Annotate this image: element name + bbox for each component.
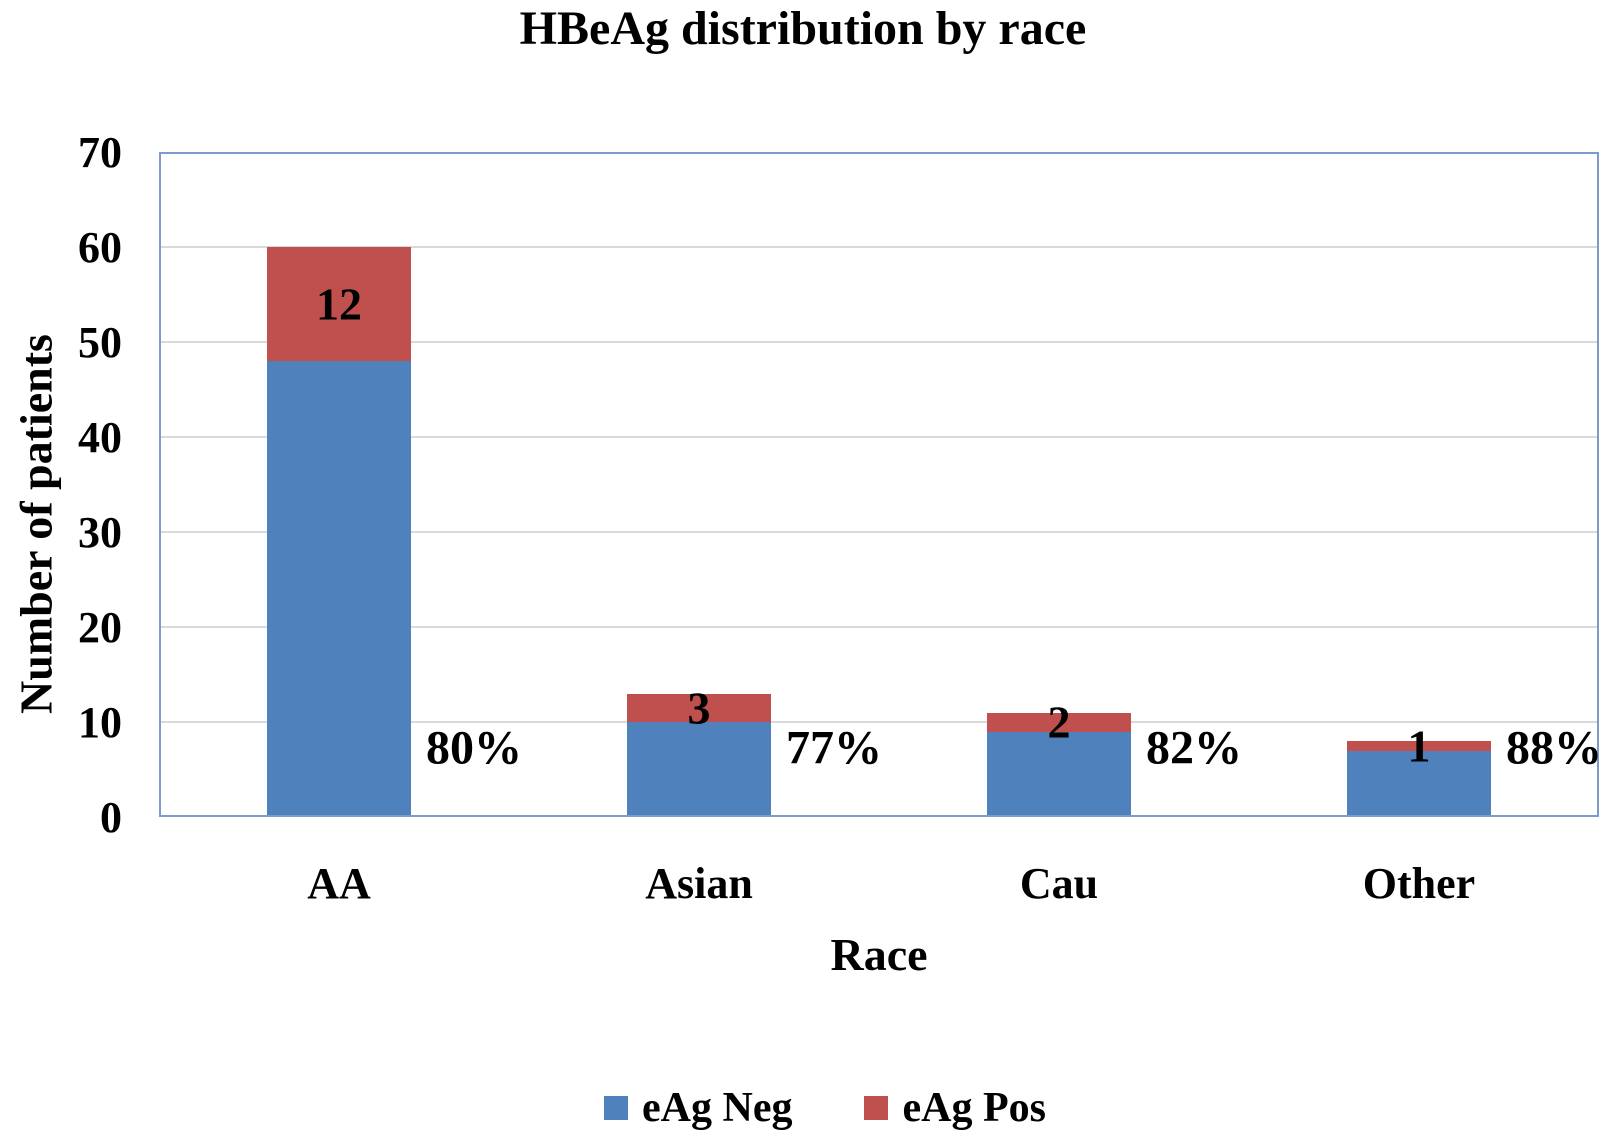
gridline-50	[159, 341, 1599, 343]
bar-segment-eag-pos-aa	[267, 247, 411, 361]
x-category-label-other: Other	[1362, 859, 1476, 908]
bar-segment-eag-pos-asian	[627, 693, 771, 722]
bar-segment-eag-neg-other	[1347, 750, 1491, 817]
y-tick-label-10: 10	[78, 698, 122, 747]
neg-pct-label-asian: 77%	[786, 721, 882, 775]
x-category-label-asian: Asian	[645, 859, 753, 908]
gridline-40	[159, 436, 1599, 438]
neg-pct-label-other: 88%	[1506, 721, 1602, 775]
neg-pct-label-aa: 80%	[426, 721, 522, 775]
y-tick-label-60: 60	[78, 223, 122, 272]
bar-segment-eag-pos-cau	[987, 712, 1131, 732]
legend-item-eag-pos: eAg Pos	[864, 1084, 1046, 1132]
bar-segment-eag-neg-asian	[627, 722, 771, 817]
pos-count-label-aa: 12	[316, 278, 362, 330]
x-category-label-cau: Cau	[1019, 859, 1099, 908]
bar-segment-eag-neg-cau	[987, 731, 1131, 817]
y-axis-tick-labels: 0 10 20 30 40 50 60 70	[0, 129, 122, 842]
gridline-20	[159, 626, 1599, 628]
pos-count-label-asian: 3	[687, 682, 711, 734]
y-tick-label-50: 50	[78, 318, 122, 367]
legend-label-eag-pos: eAg Pos	[902, 1085, 1046, 1131]
neg-pct-label-cau: 82%	[1146, 721, 1242, 775]
gridline-60	[159, 246, 1599, 248]
pos-count-label-cau: 2	[1047, 696, 1071, 748]
x-axis-title: Race	[830, 929, 928, 980]
gridline-30	[159, 531, 1599, 533]
y-tick-label-30: 30	[78, 508, 122, 557]
legend-swatch-eag-pos	[864, 1096, 889, 1120]
x-axis-category-labels: AA Asian Cau Other	[159, 858, 1599, 910]
chart-title: HBeAg distribution by race	[519, 2, 1087, 55]
legend-label-eag-neg: eAg Neg	[642, 1085, 793, 1131]
bar-segment-eag-pos-other	[1347, 741, 1491, 751]
pos-count-label-other: 1	[1407, 720, 1431, 772]
legend-swatch-eag-neg	[604, 1096, 629, 1120]
y-tick-label-70: 70	[78, 128, 122, 177]
legend: eAg Neg eAg Pos	[22, 1084, 1606, 1132]
plot-area: 12 80% 3 77% 2 82% 1 88%	[159, 152, 1602, 817]
y-tick-label-20: 20	[78, 603, 122, 652]
bar-segment-eag-neg-aa	[267, 361, 411, 817]
y-tick-label-0: 0	[100, 793, 122, 842]
gridline-10	[159, 721, 1599, 723]
x-category-label-aa: AA	[307, 859, 371, 908]
legend-item-eag-neg: eAg Neg	[604, 1084, 792, 1132]
y-tick-label-40: 40	[78, 413, 122, 462]
